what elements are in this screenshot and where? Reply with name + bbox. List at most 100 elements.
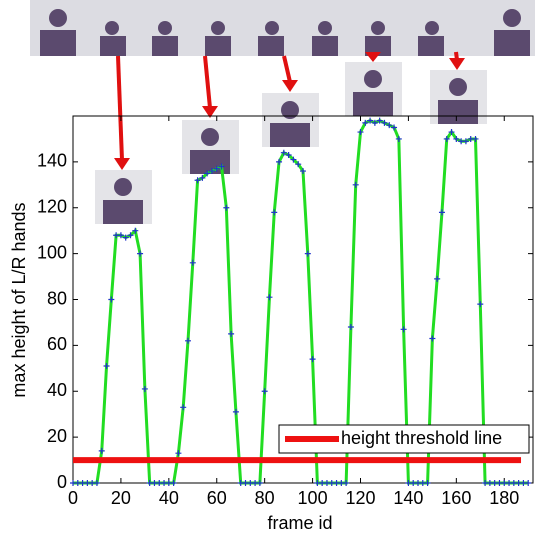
arrow-head [114,158,130,170]
point-marker [223,204,230,211]
arrow-head [202,106,218,118]
series-line [73,118,529,485]
frame-figure [152,36,178,56]
y-tick-label: 40 [47,380,67,400]
y-tick-label: 20 [47,426,67,446]
point-marker [208,168,215,175]
point-marker [309,356,316,363]
y-tick-label: 100 [37,242,67,262]
thumbnail-figure [281,101,299,119]
point-marker [395,135,402,142]
point-marker [400,326,407,333]
frame-figure [40,30,76,56]
legend-box [278,424,530,454]
point-marker [376,117,383,124]
point-marker [443,135,450,142]
point-marker [232,408,239,415]
arrow-head [449,58,465,70]
point-marker [381,119,388,126]
thumbnail-figure [114,178,132,196]
point-marker [180,404,187,411]
frame-figure [494,30,530,56]
point-marker [434,275,441,282]
point-marker [453,135,460,142]
point-marker [448,129,455,136]
point-marker [285,151,292,158]
frame-strip [30,0,535,56]
arrow-head [282,80,298,92]
point-marker [386,122,393,129]
y-tick-label: 120 [37,197,67,217]
point-marker [472,135,479,142]
point-marker [108,296,115,303]
point-marker [261,388,268,395]
arrow [116,55,124,161]
point-marker [271,209,278,216]
frame-figure [205,36,231,56]
x-tick-label: 140 [393,488,423,508]
point-marker [218,163,225,170]
frame-figure [371,21,385,35]
x-tick-label: 0 [68,488,78,508]
point-marker [300,168,306,175]
thumbnail-figure [270,123,310,147]
point-marker [185,337,191,344]
point-marker [132,227,139,234]
point-marker [367,117,374,124]
y-tick-label: 60 [47,334,67,354]
arrow [282,55,292,83]
point-marker [98,447,105,454]
thumbnail-figure [353,92,393,116]
frame-figure [105,21,119,35]
frame-figure [100,36,126,56]
frame-figure [418,36,444,56]
point-marker [93,480,100,486]
point-marker [352,181,359,188]
x-tick-label: 60 [207,488,227,508]
point-marker [137,250,144,257]
point-marker [280,149,287,156]
point-marker [477,301,484,308]
point-marker [103,363,110,370]
point-marker [122,234,129,241]
thumbnails [95,62,487,224]
point-marker [141,385,148,392]
frame-figure [265,21,279,35]
point-marker [266,294,273,301]
point-marker [391,124,398,131]
x-tick-label: 20 [111,488,131,508]
point-marker [290,156,297,163]
point-marker [424,480,431,486]
arrows [114,51,465,170]
point-marker [175,450,182,457]
frame-figure [425,21,439,35]
thumbnail-figure [201,128,219,146]
y-tick-label: 0 [57,472,67,492]
point-marker [362,119,369,126]
frame-figure [318,21,332,35]
thumbnail-figure [364,70,382,88]
frame-figure [365,36,391,56]
frame-figure [158,21,172,35]
point-marker [371,119,378,126]
point-marker [170,480,177,486]
frame-figure [211,21,225,35]
x-tick-label: 160 [441,488,471,508]
legend-label: height threshold line [341,428,502,448]
y-axis-label: max height of L/R hands [9,202,29,397]
thumbnail-figure [438,100,478,124]
point-marker [213,165,220,172]
point-marker [357,129,364,136]
arrow-head [365,52,381,62]
thumbnail-figure [103,200,143,224]
point-marker [438,209,445,216]
point-marker [189,259,196,266]
y-tick-label: 80 [47,288,67,308]
y-tick-label: 140 [37,151,67,171]
point-marker [525,480,532,486]
point-marker [276,158,283,165]
arrow [203,55,212,109]
x-axis-label: frame id [267,513,332,533]
point-marker [127,232,134,239]
